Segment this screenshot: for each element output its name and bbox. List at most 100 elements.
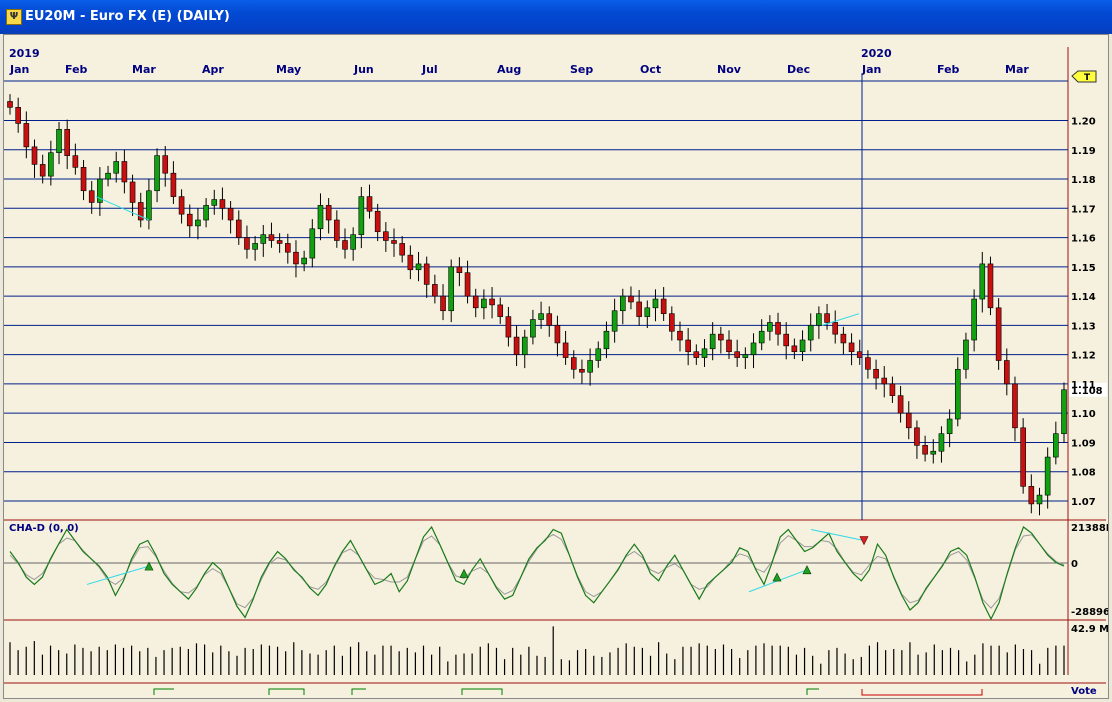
candle [546,313,553,326]
candle [718,333,724,341]
candle [595,348,602,361]
candle [905,412,912,429]
candle [669,313,675,332]
chart-app-icon: Ψ [6,9,22,25]
candle [88,190,95,203]
candle [979,263,986,300]
cha-d-label: CHA-D (0, 0) [9,523,79,534]
candle [579,368,585,373]
candle [946,418,953,434]
vote-label: Vote [1071,686,1097,697]
candle [897,395,904,414]
candle [268,234,275,241]
candle [865,357,871,370]
price-chart[interactable]: 2019 2020 T 1.108 CHA-D (0, 0) 21388K 0 … [4,35,1112,698]
candle [873,368,879,379]
candle [530,319,536,338]
candle [7,101,13,108]
candle [374,210,381,233]
candle [570,357,577,370]
footer-signal-strip [153,688,983,696]
candle [301,257,307,265]
candle [244,237,250,250]
candle [538,313,544,320]
buy-signal-arrow-icon [772,572,782,582]
candle [284,243,291,253]
candle [987,263,994,309]
candle [497,304,504,317]
cha-zero-label: 0 [1071,559,1078,570]
candle [23,123,30,148]
month-label: Oct [640,63,661,76]
price-tick-label: 1.18 [1071,175,1096,186]
candle [521,336,528,355]
candle [660,298,667,314]
candle [652,298,659,309]
candle [807,325,814,341]
candle [137,202,144,221]
volume-max-label: 42.9 M [1071,624,1108,635]
price-tick-label: 1.16 [1071,234,1096,245]
month-label: Jan [9,63,29,76]
candle [464,272,471,297]
month-label: Jul [421,63,438,76]
candle [235,219,242,238]
candle [97,178,103,203]
candle [922,445,928,455]
candle [407,254,414,271]
candle [603,330,610,350]
candle [889,383,896,396]
chart-window[interactable]: 2019 2020 T 1.108 CHA-D (0, 0) 21388K 0 … [3,34,1112,699]
candle [758,330,765,344]
buy-signal-arrow-icon [802,565,812,575]
trend-marker-icon[interactable]: T [1071,70,1097,83]
window-title-bar[interactable]: Ψ EU20M - Euro FX (E) (DAILY) [0,0,1112,34]
candle [309,228,316,259]
candle [562,342,569,358]
month-label: Feb [937,63,960,76]
candle [293,251,299,265]
candle [832,322,839,335]
candle [1012,383,1018,429]
candle [448,266,455,312]
divergence-line [95,196,150,221]
candle [513,336,520,355]
price-tick-label: 1.20 [1071,117,1096,128]
candle [587,360,593,373]
candle [334,219,340,241]
price-tick-label: 1.09 [1071,438,1096,449]
candle [113,161,120,174]
candle [489,298,495,306]
divergence-line [821,313,860,326]
candle [162,155,169,174]
candle [938,433,945,452]
candle [154,155,160,192]
month-label: Mar [1005,63,1029,76]
price-tick-label: 1.19 [1071,146,1096,157]
candle [816,313,822,326]
candle [72,155,79,168]
candle [963,339,969,370]
candle [121,161,128,183]
candle [799,339,806,353]
candle [227,208,234,221]
candle [219,199,226,209]
candle [677,330,683,341]
candle [709,333,716,350]
month-label: Aug [497,63,521,76]
candle [56,128,62,154]
divergence-line [86,565,150,585]
candle [211,199,218,206]
candle [848,342,855,353]
candle [693,351,700,358]
candle [840,333,847,344]
month-label: Jun [353,63,374,76]
candle [146,190,152,221]
candle [399,243,405,256]
candle [791,345,798,353]
candle [203,205,209,221]
candle [619,295,626,312]
candle [80,167,87,192]
candle [186,213,193,227]
year-label: 2019 [9,47,40,60]
